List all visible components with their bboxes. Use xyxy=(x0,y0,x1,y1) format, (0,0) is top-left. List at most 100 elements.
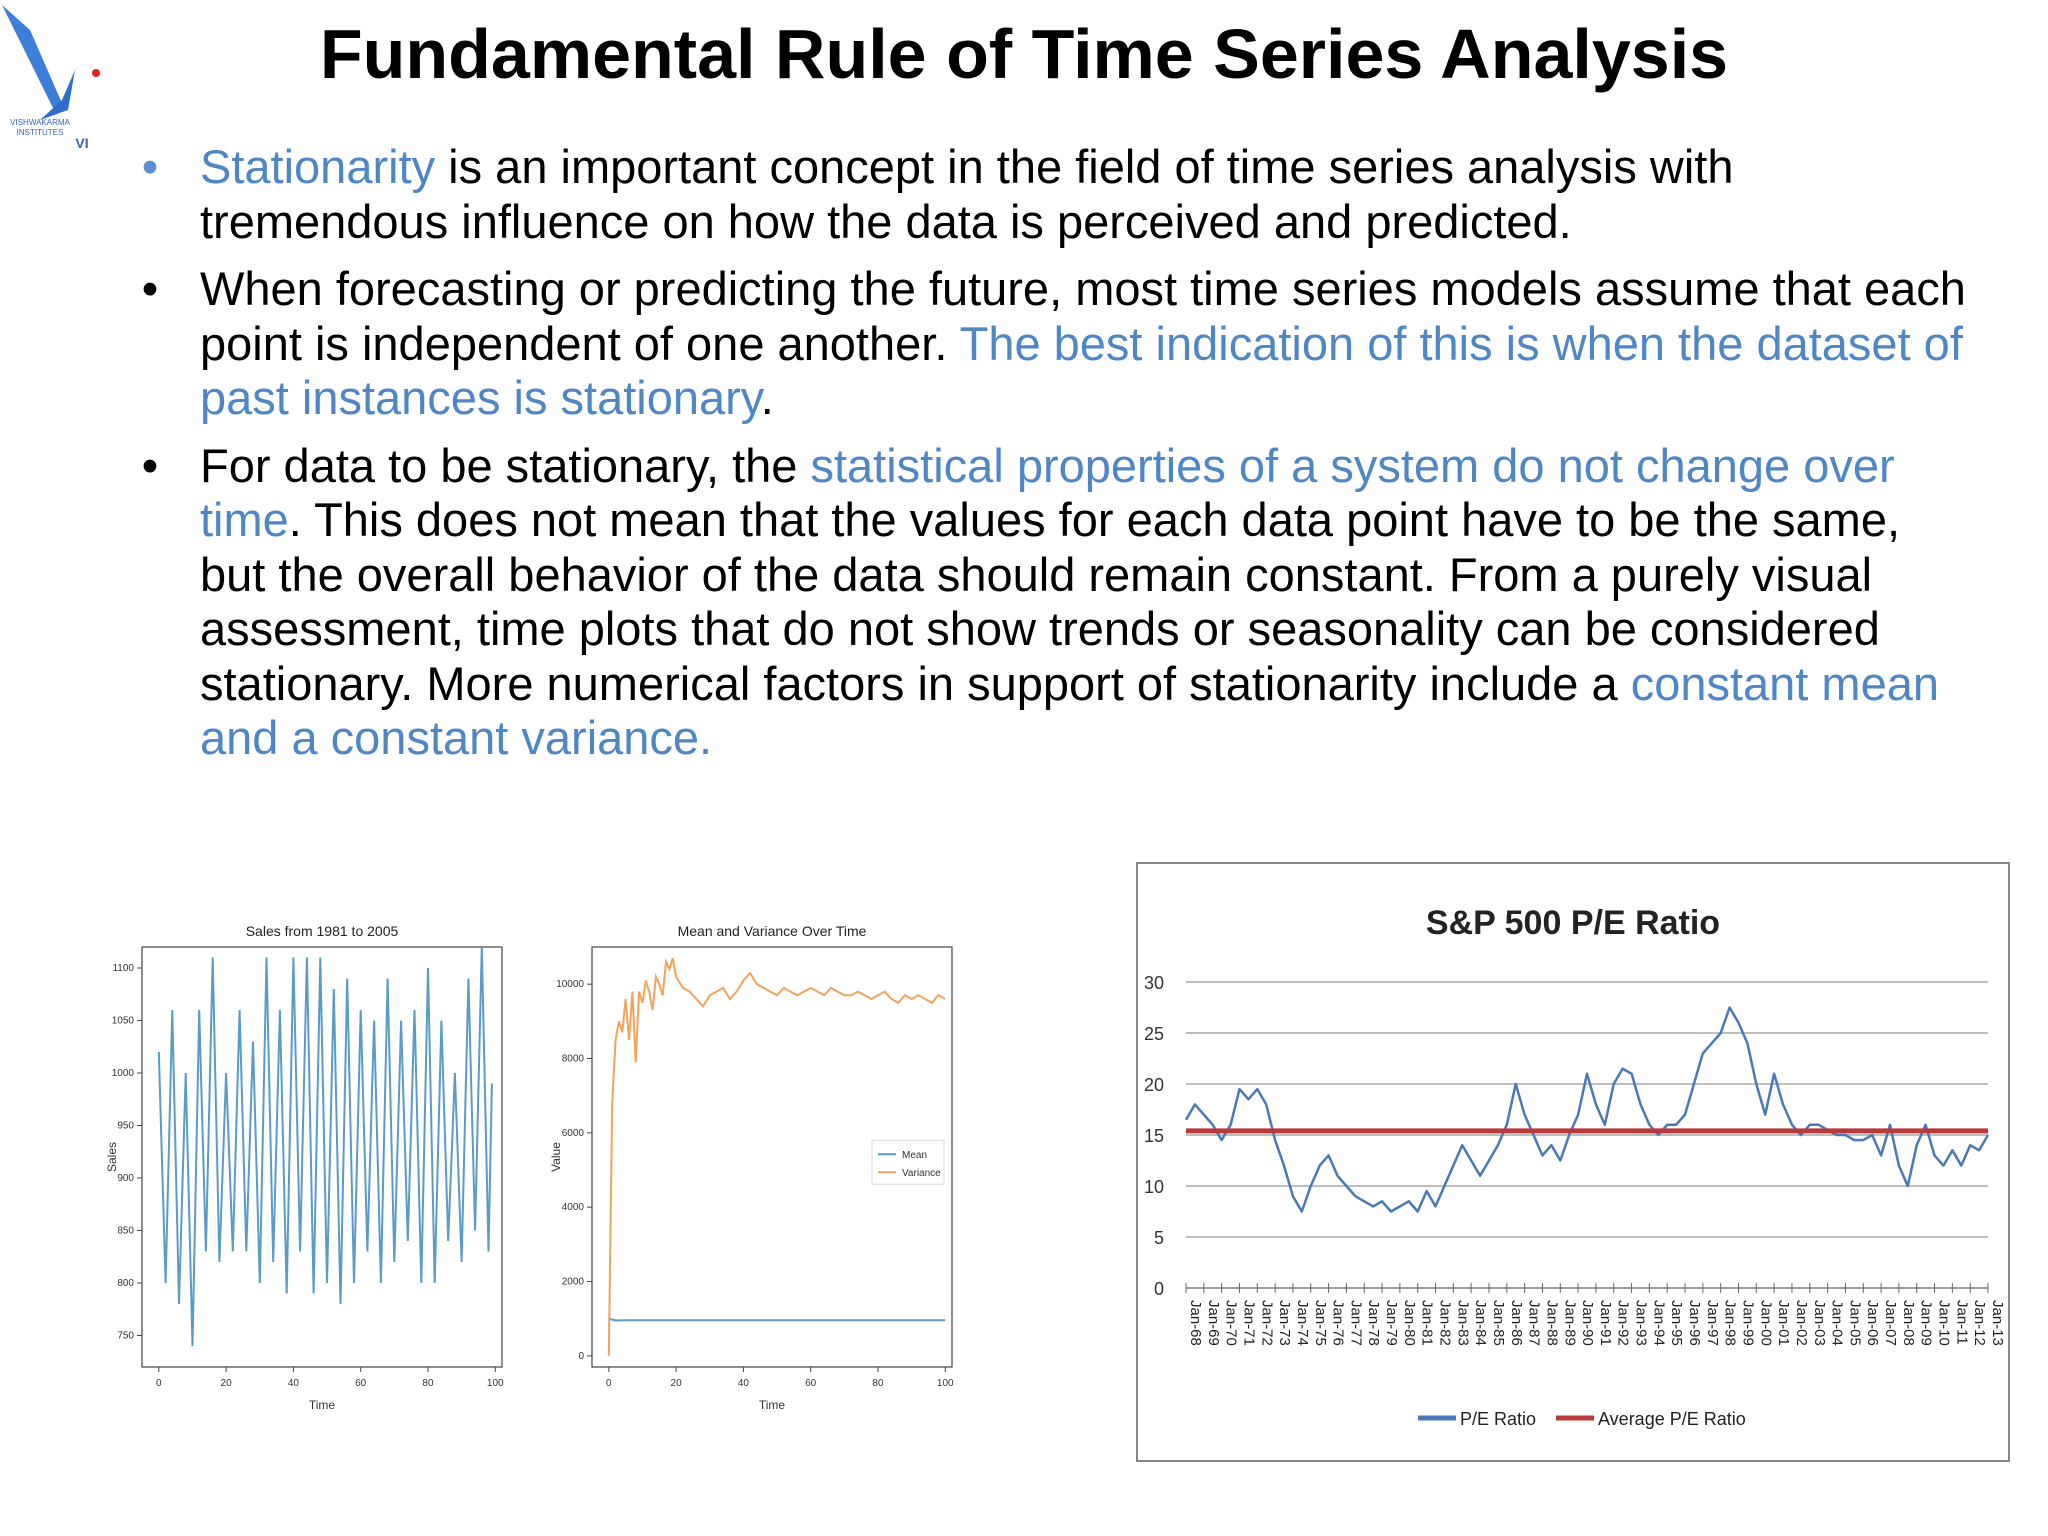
x-tick-label: 0 xyxy=(156,1378,162,1389)
x-tick-label: 60 xyxy=(805,1378,817,1389)
bullet-dot-icon: • xyxy=(141,262,159,315)
y-axis-label: Sales xyxy=(105,1142,119,1172)
x-tick-label: Jan-90 xyxy=(1579,1300,1596,1346)
y-tick-label: 20 xyxy=(1144,1075,1164,1095)
x-axis-label: Time xyxy=(309,1398,336,1412)
x-tick-label: 100 xyxy=(937,1378,954,1389)
y-tick-label: 2000 xyxy=(562,1277,585,1288)
x-tick-label: 80 xyxy=(422,1378,434,1389)
x-tick-label: Jan-12 xyxy=(1971,1300,1988,1346)
x-tick-label: Jan-08 xyxy=(1900,1300,1917,1346)
x-tick-label: Jan-85 xyxy=(1490,1300,1507,1346)
x-tick-label: Jan-11 xyxy=(1953,1300,1970,1345)
x-tick-label: Jan-07 xyxy=(1882,1300,1899,1346)
x-tick-label: Jan-81 xyxy=(1419,1300,1436,1346)
legend-box xyxy=(871,1139,945,1185)
legend-label: Mean xyxy=(902,1150,927,1161)
chart-title: Mean and Variance Over Time xyxy=(678,923,867,939)
x-tick-label: Jan-68 xyxy=(1187,1300,1204,1346)
x-tick-label: Jan-79 xyxy=(1383,1300,1400,1346)
x-tick-label: Jan-94 xyxy=(1650,1300,1667,1346)
logo-text-line2: INSTITUTES xyxy=(17,128,64,137)
y-tick-label: 15 xyxy=(1144,1126,1164,1146)
y-tick-label: 800 xyxy=(117,1278,134,1289)
bullet-text-part: . This does not mean that the values for… xyxy=(200,493,1901,710)
x-tick-label: Jan-04 xyxy=(1829,1300,1846,1346)
x-tick-label: Jan-98 xyxy=(1722,1300,1739,1346)
x-tick-label: Jan-76 xyxy=(1330,1300,1347,1346)
x-tick-label: Jan-93 xyxy=(1633,1300,1650,1346)
x-tick-label: Jan-86 xyxy=(1508,1300,1525,1346)
vi-logo: VISHWAKARMA INSTITUTES VI xyxy=(2,5,100,150)
bullet-dot-icon: • xyxy=(141,438,159,492)
x-tick-label: Jan-83 xyxy=(1454,1300,1471,1346)
bullet-item: • For data to be stationary, the statist… xyxy=(130,439,1970,766)
x-tick-label: Jan-72 xyxy=(1258,1300,1275,1346)
bullet-text-part: constant mean and a constant variance. xyxy=(200,656,1939,765)
legend-label: P/E Ratio xyxy=(1460,1409,1536,1429)
x-tick-label: Jan-69 xyxy=(1205,1300,1222,1346)
y-tick-label: 5 xyxy=(1154,1228,1164,1248)
legend-label: Variance xyxy=(902,1168,941,1179)
bullet-item: • When forecasting or predicting the fut… xyxy=(130,262,1970,426)
y-tick-label: 750 xyxy=(117,1331,134,1342)
x-tick-label: Jan-01 xyxy=(1775,1300,1792,1346)
x-tick-label: Jan-03 xyxy=(1811,1300,1828,1346)
y-tick-label: 6000 xyxy=(562,1128,585,1139)
y-tick-label: 30 xyxy=(1144,973,1164,993)
x-tick-label: Jan-96 xyxy=(1686,1300,1703,1346)
x-tick-label: Jan-89 xyxy=(1561,1300,1578,1346)
bullet-text-part: statistical properties of a system do no… xyxy=(200,438,1895,547)
y-axis-label: Value xyxy=(550,1142,563,1172)
bullet-list: • Stationarity is an important concept i… xyxy=(130,140,1970,779)
series-line-variance xyxy=(607,957,946,1356)
chart-title: S&P 500 P/E Ratio xyxy=(1426,904,1720,942)
y-tick-label: 10000 xyxy=(556,979,584,990)
y-tick-label: 1100 xyxy=(112,963,134,974)
x-tick-label: Jan-10 xyxy=(1936,1300,1953,1346)
bullet-dot-icon: • xyxy=(141,140,159,193)
y-tick-label: 900 xyxy=(117,1173,134,1184)
x-tick-label: Jan-92 xyxy=(1615,1300,1632,1346)
y-tick-label: 850 xyxy=(117,1226,134,1237)
x-tick-label: Jan-02 xyxy=(1793,1300,1810,1346)
series-line-pe-ratio xyxy=(1184,1006,1990,1213)
x-tick-label: Jan-78 xyxy=(1365,1300,1382,1346)
x-tick-label: 80 xyxy=(872,1378,884,1389)
y-tick-label: 8000 xyxy=(562,1054,585,1065)
x-tick-label: Jan-74 xyxy=(1294,1300,1311,1346)
y-tick-label: 4000 xyxy=(562,1202,585,1213)
logo-text-mark: VI xyxy=(75,135,88,150)
x-tick-label: Jan-91 xyxy=(1597,1300,1614,1346)
x-tick-label: Jan-75 xyxy=(1312,1300,1329,1346)
x-tick-label: Jan-13 xyxy=(1989,1300,2006,1346)
bullet-text-part: For data to be stationary, the xyxy=(200,438,811,492)
x-tick-label: Jan-80 xyxy=(1401,1300,1418,1346)
y-tick-label: 25 xyxy=(1144,1024,1164,1044)
x-tick-label: Jan-95 xyxy=(1668,1300,1685,1346)
slide-title: Fundamental Rule of Time Series Analysis xyxy=(319,15,1729,93)
x-tick-label: 20 xyxy=(671,1378,683,1389)
series-line-mean xyxy=(608,1317,946,1322)
x-tick-label: Jan-84 xyxy=(1472,1300,1489,1346)
x-tick-label: 0 xyxy=(606,1378,612,1389)
logo-blue-mark xyxy=(2,5,65,112)
chart-title: Sales from 1981 to 2005 xyxy=(246,923,399,939)
x-tick-label: Jan-05 xyxy=(1846,1300,1863,1346)
chart-border xyxy=(1136,862,2010,1462)
x-tick-label: Jan-00 xyxy=(1757,1300,1774,1346)
sp500-pe-chart: S&P 500 P/E Ratio 0 5 10 15 20 25 30 Jan-68 Jan-6… xyxy=(1136,862,2010,1462)
legend-label: Average P/E Ratio xyxy=(1598,1409,1746,1429)
y-tick-label: 0 xyxy=(1154,1279,1164,1299)
y-tick-label: 950 xyxy=(117,1121,134,1132)
y-tick-label: 0 xyxy=(578,1351,584,1362)
bullet-item: • Stationarity is an important concept i… xyxy=(130,140,1970,249)
x-tick-label: Jan-99 xyxy=(1739,1300,1756,1346)
x-tick-label: Jan-09 xyxy=(1918,1300,1935,1346)
x-tick-label: Jan-77 xyxy=(1347,1300,1364,1346)
logo-red-dot xyxy=(92,69,100,77)
bullet-text-part: is an important concept in the field of … xyxy=(200,140,1734,248)
x-tick-label: Jan-73 xyxy=(1276,1300,1293,1346)
sales-chart: Sales from 1981 to 2005 0 20 40 60 80 100 750 80… xyxy=(105,923,504,1412)
